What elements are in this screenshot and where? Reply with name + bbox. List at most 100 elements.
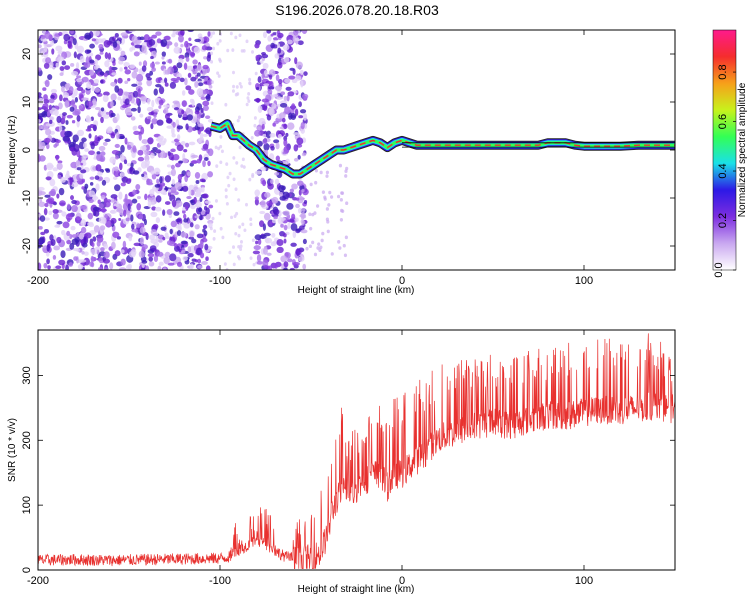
noise-speckle: [303, 199, 308, 205]
noise-speckle: [57, 56, 65, 62]
noise-speckle: [236, 92, 240, 96]
noise-speckle: [283, 224, 288, 231]
noise-speckle: [272, 122, 276, 127]
noise-speckle: [141, 65, 147, 72]
noise-speckle: [135, 97, 140, 105]
colorbar-tick-label: 0.0: [713, 262, 725, 277]
noise-speckle: [173, 211, 180, 216]
noise-speckle: [284, 78, 291, 84]
noise-speckle: [72, 134, 79, 143]
noise-speckle: [66, 230, 71, 236]
noise-speckle: [90, 142, 95, 150]
noise-speckle: [261, 52, 266, 56]
noise-speckle: [202, 224, 208, 230]
colorbar-tick-label: 0.4: [717, 163, 729, 178]
noise-speckle: [94, 175, 100, 180]
noise-speckle: [161, 56, 165, 60]
signal-track-core: [210, 122, 675, 175]
noise-speckle: [39, 47, 46, 55]
noise-speckle: [338, 163, 343, 168]
noise-speckle: [57, 174, 62, 179]
noise-speckle: [259, 60, 264, 64]
noise-speckle: [76, 75, 82, 79]
noise-speckle: [253, 116, 257, 120]
noise-speckle: [143, 218, 147, 226]
noise-speckle: [38, 97, 45, 105]
snr-y-label: SNR (10 * v/v): [7, 418, 18, 482]
noise-speckle: [207, 160, 211, 167]
noise-speckle: [145, 144, 151, 151]
noise-speckle: [279, 112, 286, 119]
noise-speckle: [42, 103, 49, 110]
noise-speckle: [280, 91, 286, 96]
noise-speckle: [81, 186, 85, 190]
noise-speckle: [80, 205, 87, 210]
noise-speckle: [166, 240, 173, 246]
noise-speckle: [59, 72, 64, 76]
noise-speckle: [184, 40, 189, 48]
noise-speckle: [259, 166, 267, 172]
noise-speckle: [119, 67, 123, 72]
noise-speckle: [114, 32, 119, 38]
noise-speckle: [205, 256, 209, 262]
noise-speckle: [114, 143, 120, 149]
noise-speckle: [274, 172, 280, 176]
spectrogram-y-label: Frequency (Hz): [7, 116, 18, 185]
noise-speckle: [294, 57, 298, 65]
noise-speckle: [38, 262, 42, 270]
colorbar-gradient: [712, 29, 737, 271]
noise-speckle: [68, 86, 74, 94]
colorbar-tick-label: 0.6: [717, 114, 729, 129]
noise-speckle: [340, 191, 345, 195]
noise-speckle: [204, 157, 209, 161]
spectrogram-y-tick-label: -20: [21, 238, 33, 254]
noise-speckle: [309, 226, 313, 231]
noise-speckle: [158, 99, 164, 106]
noise-speckle: [220, 149, 224, 154]
noise-speckle: [208, 204, 214, 209]
noise-speckle: [86, 100, 94, 107]
noise-speckle: [267, 89, 273, 95]
noise-speckle: [97, 199, 101, 204]
noise-speckle: [119, 153, 125, 161]
noise-speckle: [149, 234, 156, 240]
noise-speckle: [239, 244, 243, 249]
noise-speckle: [98, 203, 104, 209]
noise-speckle: [117, 96, 122, 101]
noise-speckle: [50, 88, 58, 94]
noise-speckle: [77, 129, 85, 137]
noise-speckle: [183, 213, 187, 220]
noise-speckle: [144, 193, 148, 201]
noise-speckle: [152, 223, 159, 230]
noise-speckle: [168, 152, 174, 161]
noise-speckle: [38, 155, 46, 162]
noise-speckle: [50, 94, 55, 100]
noise-speckle: [112, 176, 118, 180]
noise-speckle: [249, 256, 253, 260]
noise-speckle: [297, 154, 301, 160]
noise-speckle: [270, 145, 275, 151]
noise-speckle: [112, 61, 116, 66]
noise-speckle: [155, 149, 162, 154]
noise-speckle: [80, 219, 87, 227]
snr-x-label: Height of straight line (km): [298, 584, 415, 595]
noise-speckle: [81, 242, 88, 248]
noise-speckle: [39, 215, 46, 222]
noise-speckle: [314, 180, 318, 185]
noise-speckle: [125, 178, 132, 184]
noise-speckle: [190, 76, 197, 82]
noise-speckle: [53, 144, 58, 148]
noise-speckle: [242, 165, 246, 169]
noise-speckle: [93, 30, 100, 37]
noise-speckle: [66, 170, 70, 177]
noise-speckle: [172, 154, 180, 161]
noise-speckle: [178, 35, 184, 43]
noise-speckle: [118, 267, 127, 270]
noise-speckle: [226, 48, 230, 53]
noise-speckle: [214, 199, 218, 203]
noise-speckle: [60, 176, 66, 183]
noise-speckle: [69, 177, 73, 186]
noise-speckle: [133, 130, 140, 136]
noise-speckle: [73, 256, 78, 261]
noise-speckle: [43, 94, 48, 101]
